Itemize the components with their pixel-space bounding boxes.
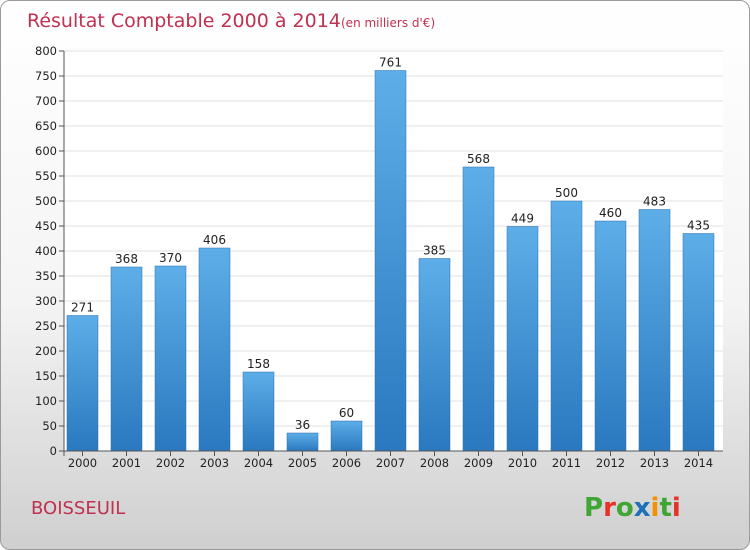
- bar-2003: [198, 247, 231, 452]
- bars: [66, 70, 715, 452]
- value-label-2011: 500: [555, 186, 578, 200]
- x-tick-label-2006: 2006: [332, 456, 361, 470]
- value-label-2004: 158: [247, 357, 270, 371]
- logo-letter: i: [651, 493, 660, 523]
- value-label-2013: 483: [643, 195, 666, 209]
- x-tick-label-2004: 2004: [244, 456, 273, 470]
- y-tick-label: 600: [35, 144, 57, 158]
- bar-2009: [462, 166, 495, 452]
- x-tick-label-2011: 2011: [552, 456, 581, 470]
- value-label-2003: 406: [203, 233, 226, 247]
- y-tick-label: 700: [35, 94, 57, 108]
- value-label-2014: 435: [687, 219, 710, 233]
- value-label-2007: 761: [379, 56, 402, 70]
- chart-subtitle: (en milliers d'€): [341, 16, 435, 30]
- x-tick-label-2014: 2014: [684, 456, 713, 470]
- y-tick-label: 550: [35, 169, 57, 183]
- value-label-2008: 385: [423, 244, 446, 258]
- place-name: BOISSEUIL: [31, 498, 125, 519]
- x-tick-label-2002: 2002: [156, 456, 185, 470]
- x-tick-label-2013: 2013: [640, 456, 669, 470]
- value-label-2006: 60: [339, 406, 354, 420]
- logo-letter: x: [634, 493, 651, 523]
- bar-2005: [286, 432, 319, 452]
- y-tick-label: 250: [35, 319, 57, 333]
- chart-title: Résultat Comptable 2000 à 2014: [27, 10, 341, 32]
- logo-letter: P: [584, 493, 603, 523]
- bar-2007: [374, 70, 407, 452]
- y-tick-label: 300: [35, 294, 57, 308]
- bar-2012: [594, 220, 627, 452]
- x-tick-label-2009: 2009: [464, 456, 493, 470]
- value-label-2012: 460: [599, 206, 622, 220]
- bar-2013: [638, 209, 671, 452]
- bar-2006: [330, 420, 363, 452]
- y-tick-label: 100: [35, 394, 57, 408]
- y-tick-label: 150: [35, 369, 57, 383]
- y-tick-label: 750: [35, 69, 57, 83]
- bar-2010: [506, 226, 539, 452]
- x-tick-label-2010: 2010: [508, 456, 537, 470]
- bar-2014: [682, 233, 715, 452]
- x-tick-label-2008: 2008: [420, 456, 449, 470]
- value-label-2000: 271: [71, 301, 94, 315]
- y-tick-label: 800: [35, 44, 57, 58]
- y-tick-label: 350: [35, 269, 57, 283]
- bar-2002: [154, 265, 187, 452]
- value-label-2009: 568: [467, 152, 490, 166]
- y-tick-label: 0: [50, 444, 57, 458]
- bar-2011: [550, 200, 583, 452]
- x-tick-label-2001: 2001: [112, 456, 141, 470]
- logo-letter: r: [603, 493, 616, 523]
- y-tick-label: 650: [35, 119, 57, 133]
- value-label-2001: 368: [115, 252, 138, 266]
- y-axis: 0 50 100 150 200 250 300 350 400 450 500 550 600 650 7…: [35, 44, 64, 458]
- proxiti-logo: Proxiti: [584, 493, 681, 523]
- x-axis: 2000 2001 2002 2003 2004 2005 2006 2007 2008 2009…: [68, 451, 713, 470]
- x-tick-label-2000: 2000: [68, 456, 97, 470]
- value-label-2005: 36: [295, 418, 310, 432]
- y-tick-label: 500: [35, 194, 57, 208]
- logo-letter: i: [672, 493, 681, 523]
- logo-letter: t: [659, 493, 671, 523]
- bar-2000: [66, 315, 99, 452]
- y-tick-label: 450: [35, 219, 57, 233]
- x-tick-label-2003: 2003: [200, 456, 229, 470]
- bar-2004: [242, 371, 275, 452]
- x-tick-label-2005: 2005: [288, 456, 317, 470]
- y-tick-label: 50: [42, 419, 57, 433]
- y-tick-label: 200: [35, 344, 57, 358]
- value-label-2002: 370: [159, 251, 182, 265]
- value-labels: 271 368 370 406 158 36 60 761 385 568 449 500 460 483…: [71, 56, 710, 433]
- x-tick-label-2012: 2012: [596, 456, 625, 470]
- bar-2008: [418, 258, 451, 452]
- x-tick-label-2007: 2007: [376, 456, 405, 470]
- bar-2001: [110, 266, 143, 452]
- logo-letter: o: [616, 493, 634, 523]
- y-tick-label: 400: [35, 244, 57, 258]
- value-label-2010: 449: [511, 212, 534, 226]
